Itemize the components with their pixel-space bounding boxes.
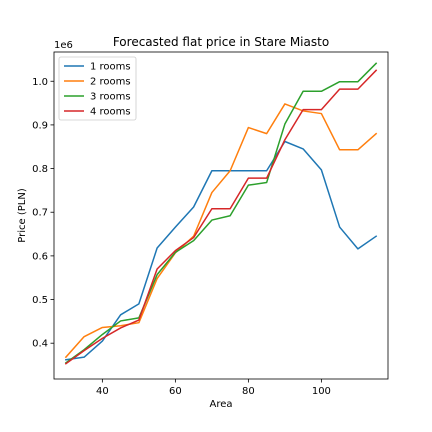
x-axis: 40 60 80 100 — [96, 379, 331, 397]
y-axis: 0.4 0.5 0.6 0.7 0.8 0.9 1.0 — [32, 77, 54, 350]
chart-title: Forecasted flat price in Stare Miasto — [113, 35, 329, 49]
series-layer — [64, 62, 378, 365]
y-tick-label: 0.6 — [32, 251, 48, 262]
legend: 1 rooms 2 rooms 3 rooms 4 rooms — [58, 56, 137, 121]
y-axis-label: Price (PLN) — [17, 188, 28, 243]
series-line-4 — [64, 69, 378, 365]
legend-label-3: 3 rooms — [90, 92, 131, 103]
x-tick-label: 100 — [312, 386, 331, 397]
y-tick-label: 0.8 — [32, 164, 48, 175]
axes-border — [53, 51, 389, 380]
y-tick-label: 0.7 — [32, 208, 48, 219]
y-tick-label: 1.0 — [32, 77, 48, 88]
series-line-1 — [65, 140, 378, 361]
legend-box — [58, 56, 137, 121]
y-offset-label: 1e6 — [54, 40, 73, 51]
y-tick-label: 0.5 — [32, 295, 48, 306]
series-line-2 — [64, 103, 378, 359]
series-line-3 — [64, 62, 378, 364]
legend-label-4: 4 rooms — [90, 107, 131, 118]
x-tick-label: 40 — [96, 386, 109, 397]
y-tick-label: 0.4 — [32, 339, 48, 350]
x-tick-label: 60 — [169, 386, 182, 397]
legend-label-2: 2 rooms — [90, 77, 131, 88]
y-tick-label: 0.9 — [32, 120, 48, 131]
x-axis-label: Area — [209, 399, 232, 410]
legend-label-1: 1 rooms — [90, 62, 131, 73]
x-tick-label: 80 — [242, 386, 255, 397]
